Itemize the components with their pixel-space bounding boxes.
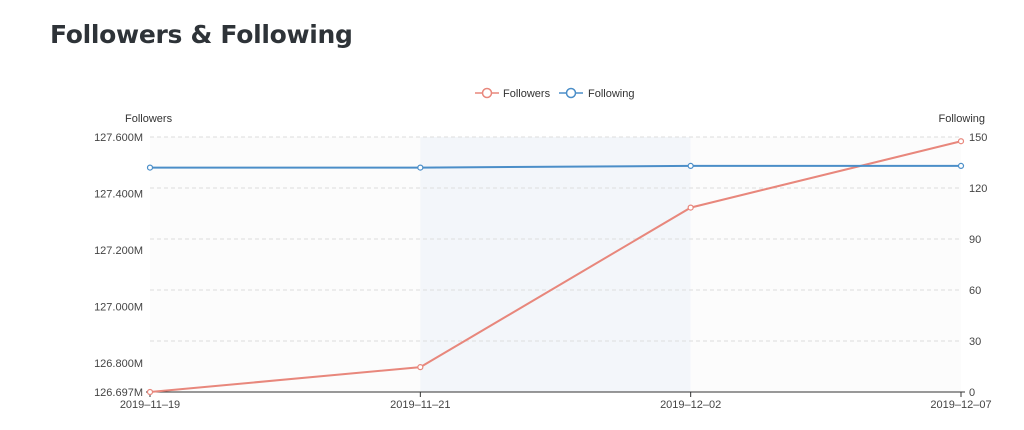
y-left-tick-label-0: 126.697M <box>94 387 143 399</box>
data-point-following-3 <box>957 162 965 169</box>
y-left-tick-label-2: 127.000M <box>94 301 143 313</box>
y-left-tick-label-4: 127.400M <box>94 188 143 200</box>
data-point-followers-3 <box>957 138 965 145</box>
legend-label-following: Following <box>588 88 634 100</box>
category-bands <box>150 137 961 392</box>
x-tick-label-1: 2019–11–21 <box>390 399 450 411</box>
category-band-0 <box>150 137 421 392</box>
y-right-tick-label-3: 90 <box>969 234 981 246</box>
legend-item-followers[interactable]: Followers <box>475 87 551 100</box>
y-left-tick-label-1: 126.800M <box>94 358 143 370</box>
legend-item-following[interactable]: Following <box>559 87 634 100</box>
series-line-following <box>150 164 961 169</box>
x-tick-label-2: 2019–12–02 <box>660 399 721 411</box>
y-right-tick-label-2: 60 <box>969 285 981 297</box>
y-right-tick-label-1: 30 <box>969 336 981 348</box>
y-right-tick-label-0: 0 <box>969 387 975 399</box>
x-tick-label-3: 2019–12–07 <box>930 399 991 411</box>
data-point-following-2 <box>687 162 694 169</box>
series-layer <box>146 138 965 396</box>
series-line-followers <box>149 140 962 393</box>
legend-marker-following <box>565 87 577 99</box>
data-point-following-1 <box>417 164 424 171</box>
y-right-axis-title: Following <box>939 113 985 125</box>
page-title: Followers & Following <box>50 20 353 49</box>
legend-label-followers: Followers <box>503 88 551 100</box>
category-band-1 <box>420 137 691 392</box>
legend-marker-followers <box>481 87 493 99</box>
axes <box>146 391 965 397</box>
x-tick-label-0: 2019–11–19 <box>120 399 180 411</box>
data-point-followers-2 <box>687 204 694 211</box>
tick-labels: 2019–11–19 2019–11–21 2019–12–02 2019–12–07… <box>94 132 992 411</box>
y-left-tick-label-5: 127.600M <box>94 132 143 144</box>
legend[interactable]: Followers Following <box>475 87 634 100</box>
data-point-following-0 <box>146 164 154 171</box>
data-point-followers-1 <box>417 364 424 371</box>
y-left-axis-title: Followers <box>125 113 173 125</box>
y-left-tick-label-3: 127.200M <box>94 245 143 257</box>
grid-lines <box>150 136 961 342</box>
data-point-followers-0 <box>146 388 154 396</box>
y-right-tick-label-5: 150 <box>969 132 987 144</box>
y-right-tick-label-4: 120 <box>969 183 987 195</box>
category-band-2 <box>690 137 961 392</box>
